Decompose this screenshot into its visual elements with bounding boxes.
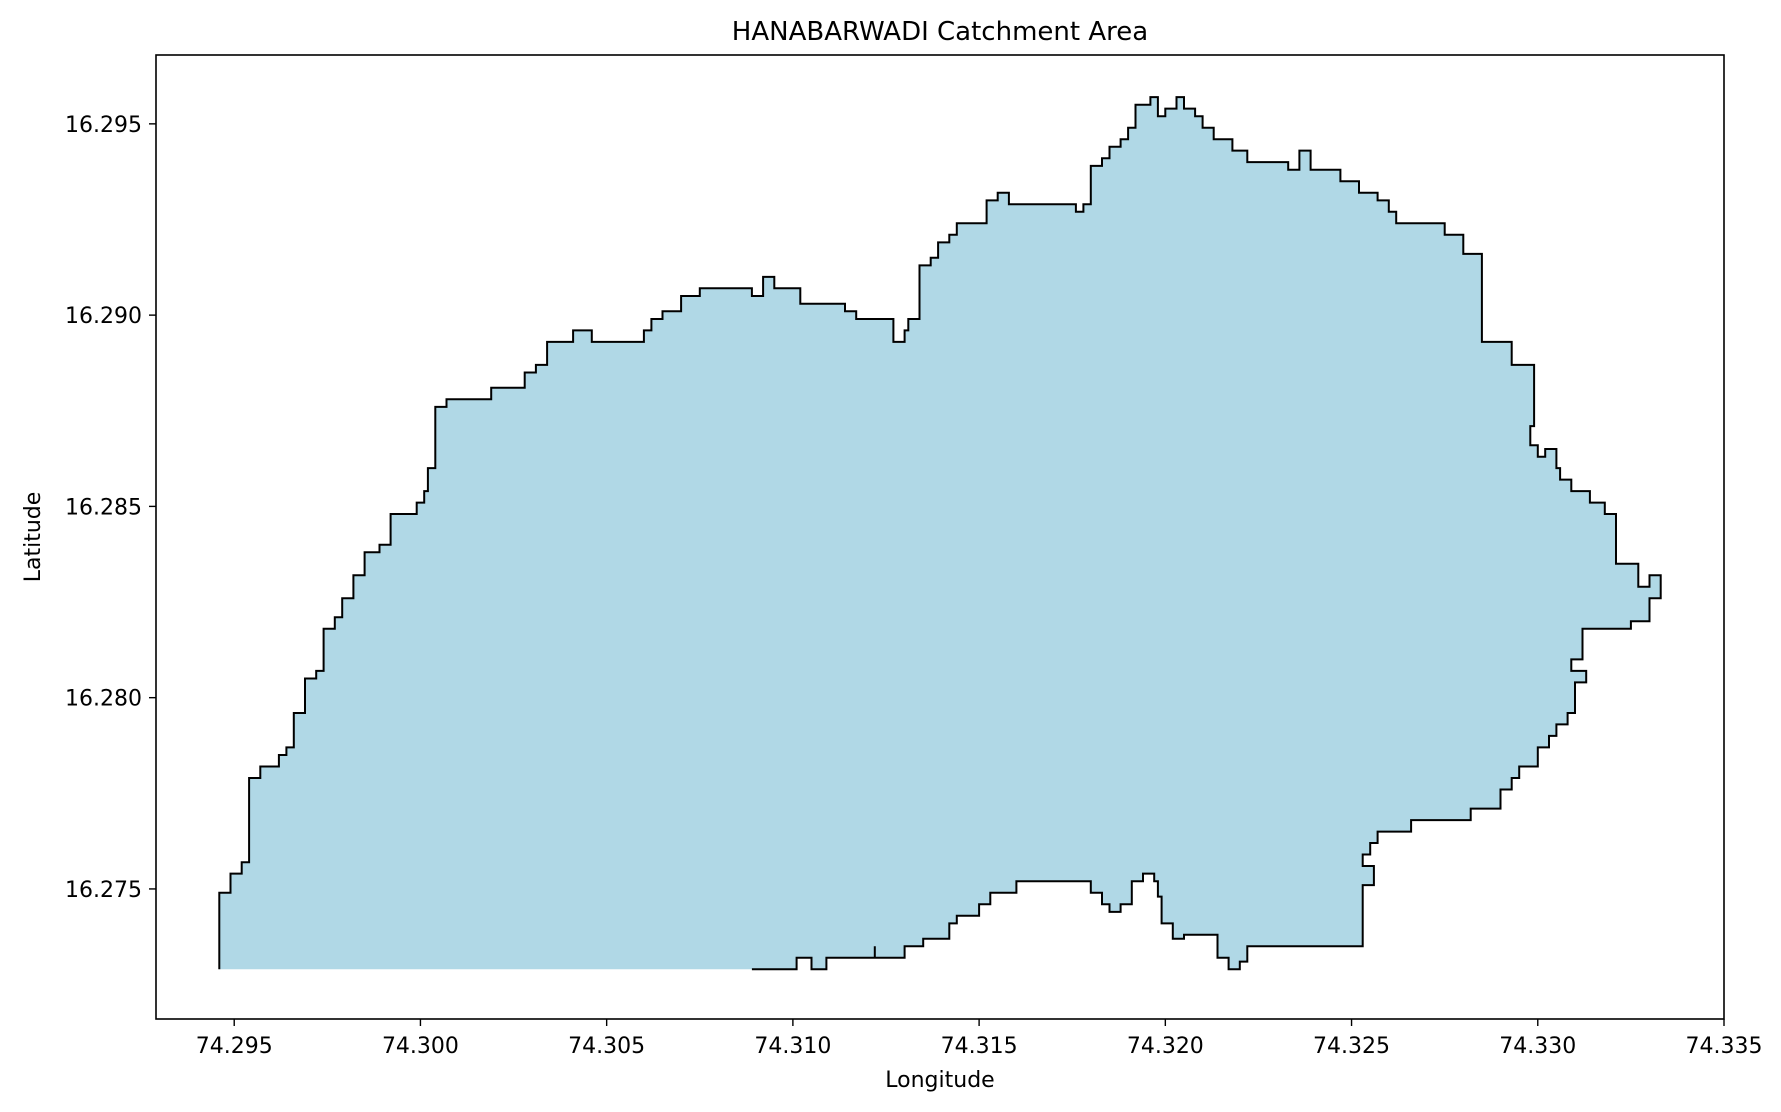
x-tick-label: 74.325 xyxy=(1313,1034,1390,1059)
y-tick-label: 16.280 xyxy=(65,687,142,712)
x-tick-label: 74.310 xyxy=(754,1034,831,1059)
plot-frame xyxy=(155,54,1725,1020)
x-tick-label: 74.305 xyxy=(568,1034,645,1059)
y-axis-label: Latitude xyxy=(21,492,46,583)
x-tick-label: 74.300 xyxy=(382,1034,459,1059)
y-axis: 16.275 16.280 16.285 16.290 16.295 xyxy=(65,113,156,903)
x-axis-label: Longitude xyxy=(885,1068,994,1093)
x-tick-label: 74.315 xyxy=(941,1034,1018,1059)
chart-title: HANABARWADI Catchment Area xyxy=(732,17,1148,47)
y-tick-label: 16.285 xyxy=(65,495,142,520)
x-tick-label: 74.295 xyxy=(196,1034,273,1059)
x-tick-label: 74.320 xyxy=(1127,1034,1204,1059)
x-tick-label: 74.330 xyxy=(1499,1034,1576,1059)
x-axis: 74.295 74.300 74.305 74.310 74.315 74.320 74.3… xyxy=(196,1019,1763,1059)
y-tick-label: 16.295 xyxy=(65,113,142,138)
y-tick-label: 16.275 xyxy=(65,878,142,903)
y-tick-label: 16.290 xyxy=(65,304,142,329)
catchment-area-polygon xyxy=(218,96,1662,971)
x-tick-label: 74.335 xyxy=(1686,1034,1763,1059)
